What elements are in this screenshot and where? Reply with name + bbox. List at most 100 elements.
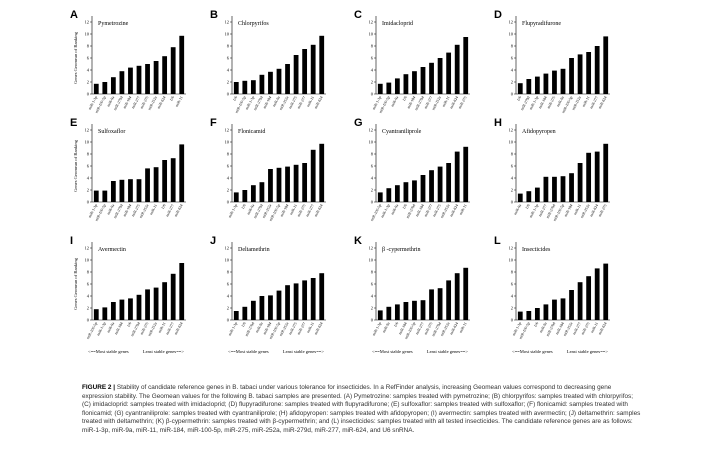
y-tick-label: 2: [371, 80, 373, 85]
y-tick-label: 10: [509, 140, 514, 145]
panel-letter: I: [70, 235, 73, 247]
bar-mir-11: [293, 164, 299, 202]
x-tick-label: miR-184: [406, 96, 416, 110]
x-tick-label: miR-1-3p: [96, 322, 107, 337]
bar-mir-252a: [586, 152, 592, 202]
x-tick-label: miR-9a: [255, 321, 264, 333]
x-tick-label: miR-624: [449, 96, 459, 110]
bar-mir-11: [594, 268, 600, 320]
bar-mir-184: [268, 71, 273, 94]
x-tick-label: miR-277: [415, 322, 425, 336]
bar-mir-11: [162, 282, 168, 320]
least-stable-label: Least stable genes==>: [283, 349, 325, 354]
x-tick-label: miR-279d: [244, 322, 255, 338]
panel-letter: C: [354, 9, 362, 21]
y-tick-label: 4: [371, 176, 374, 181]
bar-mir-100-5p: [276, 167, 282, 202]
bar-mir-252a: [285, 64, 290, 94]
bar-u6: [403, 182, 409, 202]
bar-mir-279d: [420, 67, 426, 94]
y-tick-label: 6: [87, 56, 90, 61]
x-tick-label: miR-1-3p: [512, 322, 523, 337]
y-tick-label: 2: [227, 306, 229, 311]
bar-mir-624: [594, 151, 600, 202]
x-tick-label: miR-11: [289, 204, 298, 216]
x-tick-label: miR-9a: [539, 321, 548, 333]
x-tick-label: miR-1-3p: [380, 204, 391, 219]
x-tick-label: U6: [516, 96, 522, 102]
y-tick-label: 4: [87, 68, 90, 73]
x-tick-label: miR-279d: [113, 204, 124, 220]
panel-d: DFlupyradifurone024681012U6miR-279dmiR-1…: [494, 9, 610, 114]
y-tick-label: 12: [509, 20, 513, 25]
panel-title: Imidacloprid: [382, 21, 413, 27]
y-tick-label: 6: [227, 164, 230, 169]
bar-u6: [128, 298, 133, 320]
bar-mir-9a: [543, 304, 549, 320]
bar-mir-252a: [153, 287, 159, 320]
y-tick-label: 8: [371, 152, 374, 157]
panel-letter: K: [354, 235, 362, 247]
y-tick-label: 6: [227, 282, 230, 287]
x-tick-label: miR-184: [538, 96, 548, 110]
y-tick-label: 2: [227, 188, 229, 193]
y-tick-label: 6: [371, 282, 374, 287]
y-tick-label: 12: [509, 246, 513, 251]
y-tick-label: 2: [227, 80, 229, 85]
x-tick-label: miR-9a: [382, 321, 391, 333]
bar-mir-277: [302, 49, 308, 94]
bar-mir-624: [454, 44, 460, 94]
x-tick-label: miR-275: [140, 322, 150, 336]
bar-mir-184: [285, 166, 290, 202]
y-tick-label: 0: [227, 318, 230, 323]
y-tick-label: 4: [87, 176, 90, 181]
bar-mir-252a: [145, 168, 150, 202]
panel-b: BChlorpyrifos024681012U6miR-100-5pmiR-1-…: [210, 9, 326, 114]
y-tick-label: 6: [87, 164, 90, 169]
y-tick-label: 2: [87, 188, 89, 193]
panel-letter: E: [70, 117, 77, 129]
bar-mir-252a: [577, 54, 583, 94]
x-tick-label: miR-279d: [431, 322, 442, 338]
x-tick-label: miR-11: [459, 322, 468, 334]
y-tick-label: 12: [369, 128, 373, 133]
bar-mir-275: [552, 70, 557, 94]
most-stable-label: <==Most stable genes: [88, 349, 129, 354]
y-tick-label: 12: [225, 246, 229, 251]
x-tick-label: miR-184: [114, 322, 124, 336]
x-tick-label: miR-9a: [106, 321, 115, 333]
x-tick-label: miR-275: [288, 322, 298, 336]
y-tick-label: 0: [511, 200, 514, 205]
y-tick-label: 10: [225, 140, 230, 145]
bar-mir-277: [594, 46, 600, 94]
x-tick-label: miR-624: [449, 322, 459, 336]
y-tick-label: 4: [227, 294, 230, 299]
x-tick-label: miR-1-3p: [372, 322, 383, 337]
y-tick-label: 6: [87, 282, 90, 287]
bar-mir-624: [162, 56, 168, 94]
x-tick-label: miR-252a: [571, 95, 582, 111]
bar-mir-1-3p: [93, 190, 99, 202]
bar-mir-275: [145, 289, 150, 320]
x-tick-label: miR-1-3p: [228, 204, 239, 219]
bar-mir-1-3p: [377, 83, 383, 94]
bar-mir-184: [403, 302, 409, 320]
x-tick-label: miR-624: [174, 204, 184, 218]
x-tick-label: miR-11: [306, 322, 315, 334]
bar-mir-11: [310, 278, 316, 320]
x-tick-label: miR-9a: [106, 203, 115, 215]
bar-mir-275: [603, 143, 609, 202]
figure-label: FIGURE 2 |: [82, 384, 116, 391]
y-tick-label: 12: [85, 20, 89, 25]
x-tick-label: miR-277: [589, 96, 599, 110]
bar-mir-184: [268, 295, 273, 320]
x-tick-label: miR-1-3p: [88, 204, 99, 219]
bar-mir-1-3p: [377, 310, 383, 320]
x-tick-label: miR-277: [131, 96, 141, 110]
y-tick-label: 0: [371, 318, 374, 323]
bar-mir-9a: [517, 193, 523, 202]
x-tick-label: miR-9a: [106, 95, 115, 107]
caption-text: Stability of candidate reference genes i…: [82, 384, 641, 434]
panel-letter: F: [210, 117, 217, 129]
x-tick-label: U6: [241, 322, 247, 328]
